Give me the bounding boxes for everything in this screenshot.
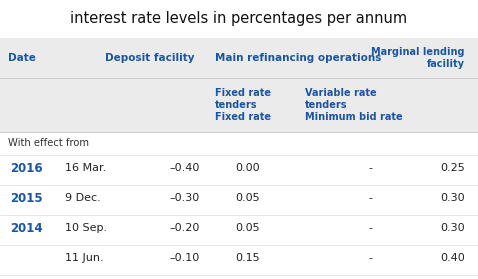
Text: 0.40: 0.40 — [440, 253, 465, 263]
Text: Fixed rate
tenders
Fixed rate: Fixed rate tenders Fixed rate — [215, 88, 271, 122]
Text: Marginal lending
facility: Marginal lending facility — [371, 47, 465, 69]
Text: -: - — [368, 223, 372, 233]
Text: interest rate levels in percentages per annum: interest rate levels in percentages per … — [70, 11, 408, 25]
Text: –0.30: –0.30 — [170, 193, 200, 203]
Text: 9 Dec.: 9 Dec. — [65, 193, 101, 203]
Text: 2016: 2016 — [10, 162, 43, 174]
Text: –0.20: –0.20 — [170, 223, 200, 233]
Text: 11 Jun.: 11 Jun. — [65, 253, 104, 263]
Text: -: - — [368, 253, 372, 263]
Text: 0.00: 0.00 — [235, 163, 260, 173]
Text: –0.10: –0.10 — [170, 253, 200, 263]
Text: -: - — [368, 163, 372, 173]
Text: 16 Mar.: 16 Mar. — [65, 163, 106, 173]
Text: Date: Date — [8, 53, 36, 63]
Text: 0.05: 0.05 — [235, 193, 260, 203]
Text: 0.25: 0.25 — [440, 163, 465, 173]
Text: 0.30: 0.30 — [440, 193, 465, 203]
Text: 0.15: 0.15 — [235, 253, 260, 263]
Text: Main refinancing operations: Main refinancing operations — [215, 53, 381, 63]
Text: Deposit facility: Deposit facility — [106, 53, 195, 63]
Text: 10 Sep.: 10 Sep. — [65, 223, 107, 233]
Text: 2014: 2014 — [10, 222, 43, 235]
Text: 2015: 2015 — [10, 191, 43, 205]
Text: Variable rate
tenders
Minimum bid rate: Variable rate tenders Minimum bid rate — [305, 88, 402, 122]
Text: 0.05: 0.05 — [235, 223, 260, 233]
Text: With effect from: With effect from — [8, 138, 89, 148]
Text: –0.40: –0.40 — [170, 163, 200, 173]
Text: 0.30: 0.30 — [440, 223, 465, 233]
Bar — [0, 38, 478, 132]
Text: -: - — [368, 193, 372, 203]
